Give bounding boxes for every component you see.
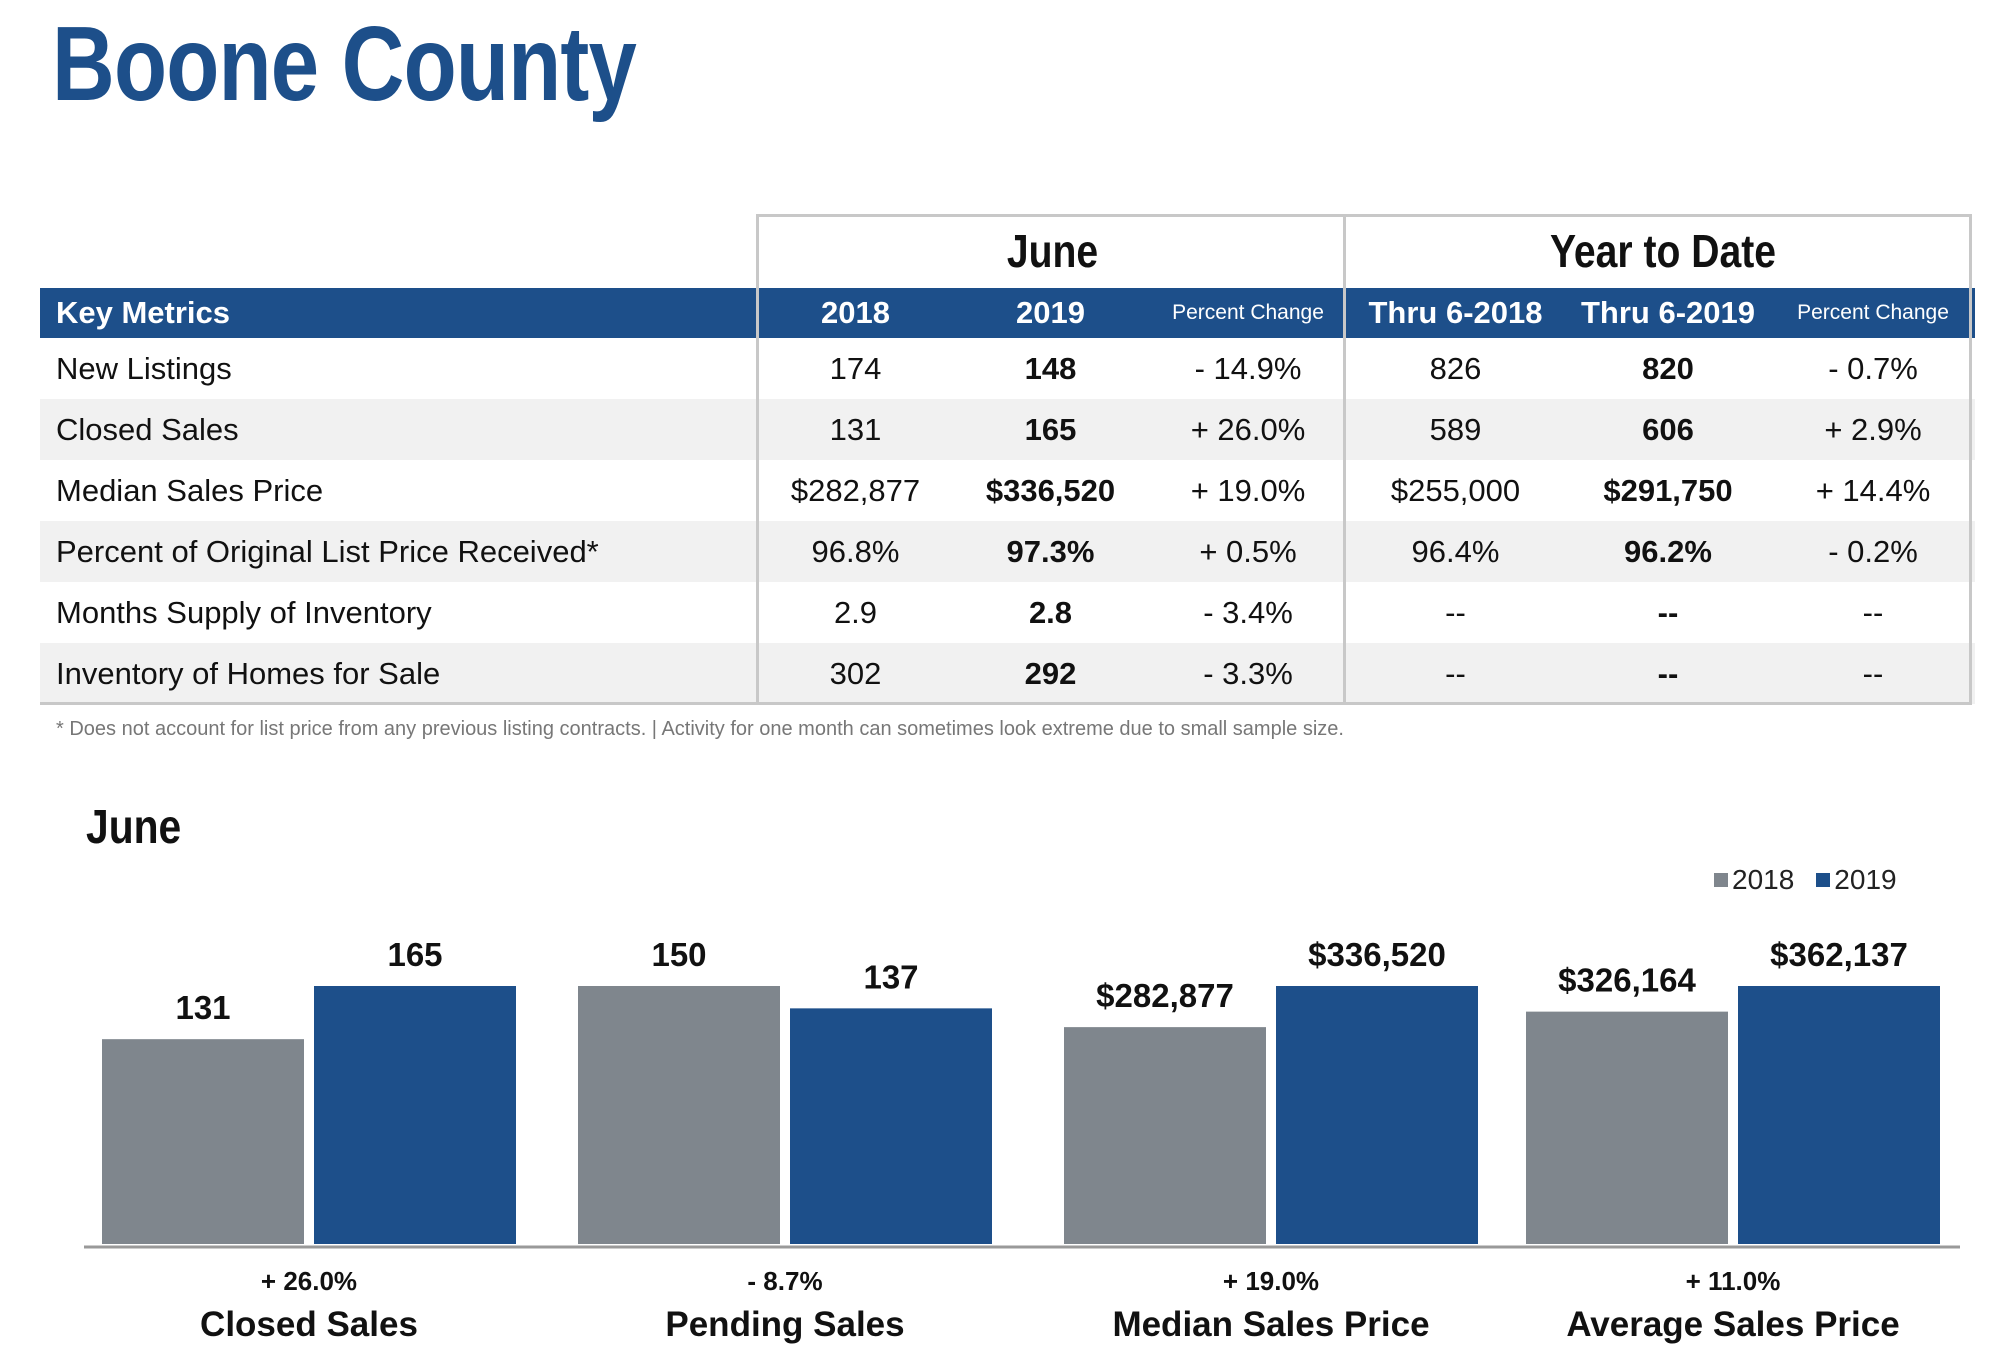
group-header-june: June: [1006, 225, 1099, 277]
table-cell-metric-name: Closed Sales: [56, 411, 239, 447]
data-label-closed-sales-2019: 165: [387, 936, 442, 973]
table-cell-ytd-change: + 2.9%: [1824, 411, 1922, 447]
table-cell-june-2019: $336,520: [985, 472, 1116, 508]
change-label-pending-sales: - 8.7%: [747, 1266, 822, 1296]
column-header-percent-change-june: Percent Change: [1172, 301, 1324, 324]
table-cell-june-change: - 3.3%: [1203, 655, 1293, 691]
table-cell-june-change: - 14.9%: [1194, 350, 1302, 386]
table-cell-metric-name: Percent of Original List Price Received*: [56, 533, 599, 569]
table-cell-june-2019: 2.8: [1028, 594, 1073, 630]
bar-closed-sales-2019: [314, 986, 516, 1244]
column-header-thru-2018: Thru 6-2018: [1368, 295, 1543, 330]
table-cell-ytd-2019: --: [1657, 655, 1679, 691]
bar-average-sales-price-2018: [1526, 1011, 1728, 1244]
data-label-closed-sales-2018: 131: [175, 989, 230, 1026]
legend-swatch-2019: [1816, 873, 1831, 887]
table-left-border: [756, 214, 759, 704]
table-cell-ytd-change: - 0.7%: [1828, 350, 1918, 386]
data-label-average-sales-price-2019: $362,137: [1770, 936, 1908, 973]
table-row: Closed Sales 131 165 + 26.0% 589 606 + 2.9%: [40, 399, 1975, 460]
category-label-median-sales-price: Median Sales Price: [1112, 1305, 1429, 1344]
table-cell-june-2019: 97.3%: [1006, 533, 1095, 569]
change-label-average-sales-price: + 11.0%: [1686, 1266, 1781, 1296]
table-cell-ytd-2018: $255,000: [1390, 472, 1521, 508]
table-cell-ytd-2018: --: [1445, 594, 1466, 630]
chart-title: June: [86, 801, 182, 854]
change-label-median-sales-price: + 19.0%: [1223, 1266, 1319, 1296]
column-header-percent-change-ytd: Percent Change: [1797, 301, 1949, 324]
table-cell-ytd-change: --: [1862, 655, 1884, 691]
table-cell-metric-name: Inventory of Homes for Sale: [56, 655, 441, 691]
table-cell-june-2018: 174: [829, 350, 882, 386]
bar-median-sales-price-2019: [1276, 986, 1478, 1244]
bar-median-sales-price-2018: [1064, 1027, 1266, 1244]
legend-label-2018: 2018: [1732, 864, 1795, 895]
table-header-row: Key Metrics 2018 2019 Percent Change Thr…: [40, 288, 1975, 338]
table-cell-june-2018: 131: [829, 411, 882, 447]
data-label-pending-sales-2019: 137: [863, 958, 918, 995]
table-row: New Listings 174 148 - 14.9% 826 820 - 0.7%: [40, 338, 1975, 399]
bar-average-sales-price-2019: [1738, 986, 1940, 1244]
table-cell-june-change: + 19.0%: [1190, 472, 1306, 508]
table-cell-ytd-2018: --: [1445, 655, 1466, 691]
table-cell-june-2018: 2.9: [833, 594, 878, 630]
table-divider: [1343, 214, 1346, 704]
bar-pending-sales-2018: [578, 986, 780, 1244]
table-cell-metric-name: Months Supply of Inventory: [56, 594, 432, 630]
category-label-closed-sales: Closed Sales: [200, 1305, 418, 1344]
table-cell-ytd-2019: --: [1657, 594, 1679, 630]
table-row: Median Sales Price $282,877 $336,520 + 19.0…: [40, 460, 1975, 521]
table-cell-ytd-change: --: [1862, 594, 1884, 630]
table-cell-metric-name: New Listings: [56, 350, 232, 386]
bar-pending-sales-2019: [790, 1008, 992, 1244]
column-header-thru-2019: Thru 6-2019: [1580, 295, 1755, 330]
column-header-key-metrics: Key Metrics: [56, 295, 231, 330]
table-cell-june-change: + 0.5%: [1199, 533, 1297, 569]
table-cell-june-change: + 26.0%: [1190, 411, 1306, 447]
chart-legend: 2018 2019: [1714, 864, 1897, 896]
bar-closed-sales-2018: [102, 1039, 304, 1244]
table-cell-metric-name: Median Sales Price: [56, 472, 324, 508]
bar-chart: 131 165 + 26.0% Closed Sales 150 137 - 8.7% Pen…: [84, 936, 1960, 1344]
data-label-median-sales-price-2018: $282,877: [1096, 977, 1234, 1014]
table-cell-ytd-2019: 606: [1642, 411, 1694, 447]
table-row: Months Supply of Inventory 2.9 2.8 - 3.4% --…: [40, 582, 1975, 643]
column-header-2019: 2019: [1016, 295, 1085, 330]
table-cell-ytd-2019: $291,750: [1603, 472, 1733, 508]
column-header-2018: 2018: [821, 295, 890, 330]
legend-label-2019: 2019: [1834, 864, 1897, 895]
category-label-average-sales-price: Average Sales Price: [1566, 1305, 1899, 1344]
table-cell-june-2018: 96.8%: [811, 533, 900, 569]
table-cell-june-2018: $282,877: [790, 472, 921, 508]
table-cell-ytd-change: + 14.4%: [1815, 472, 1931, 508]
table-cell-june-2019: 148: [1024, 350, 1077, 386]
table-cell-ytd-2019: 820: [1642, 350, 1694, 386]
table-cell-june-2019: 165: [1024, 411, 1077, 447]
data-label-pending-sales-2018: 150: [651, 936, 706, 973]
table-top-border: [756, 214, 1972, 217]
table-cell-ytd-2018: 96.4%: [1411, 533, 1500, 569]
data-label-median-sales-price-2019: $336,520: [1308, 936, 1446, 973]
table-cell-ytd-2018: 826: [1429, 350, 1482, 386]
category-label-pending-sales: Pending Sales: [665, 1305, 904, 1344]
table-row: Inventory of Homes for Sale 302 292 - 3.3% -…: [40, 643, 1975, 704]
change-label-closed-sales: + 26.0%: [261, 1266, 357, 1296]
page-title: Boone County: [52, 5, 637, 123]
table-cell-ytd-change: - 0.2%: [1828, 533, 1918, 569]
table-cell-ytd-2018: 589: [1429, 411, 1482, 447]
data-label-average-sales-price-2018: $326,164: [1558, 962, 1696, 999]
table-right-border: [1969, 214, 1972, 704]
legend-swatch-2018: [1714, 873, 1728, 887]
table-row: Percent of Original List Price Received*…: [40, 521, 1975, 582]
table-bottom-border: [40, 702, 1972, 705]
table-cell-june-2019: 292: [1024, 655, 1077, 691]
table-cell-june-2018: 302: [829, 655, 882, 691]
table-cell-ytd-2019: 96.2%: [1624, 533, 1712, 569]
group-header-ytd: Year to Date: [1549, 225, 1777, 277]
footnote: * Does not account for list price from a…: [56, 718, 1344, 740]
table-cell-june-change: - 3.4%: [1203, 594, 1293, 630]
